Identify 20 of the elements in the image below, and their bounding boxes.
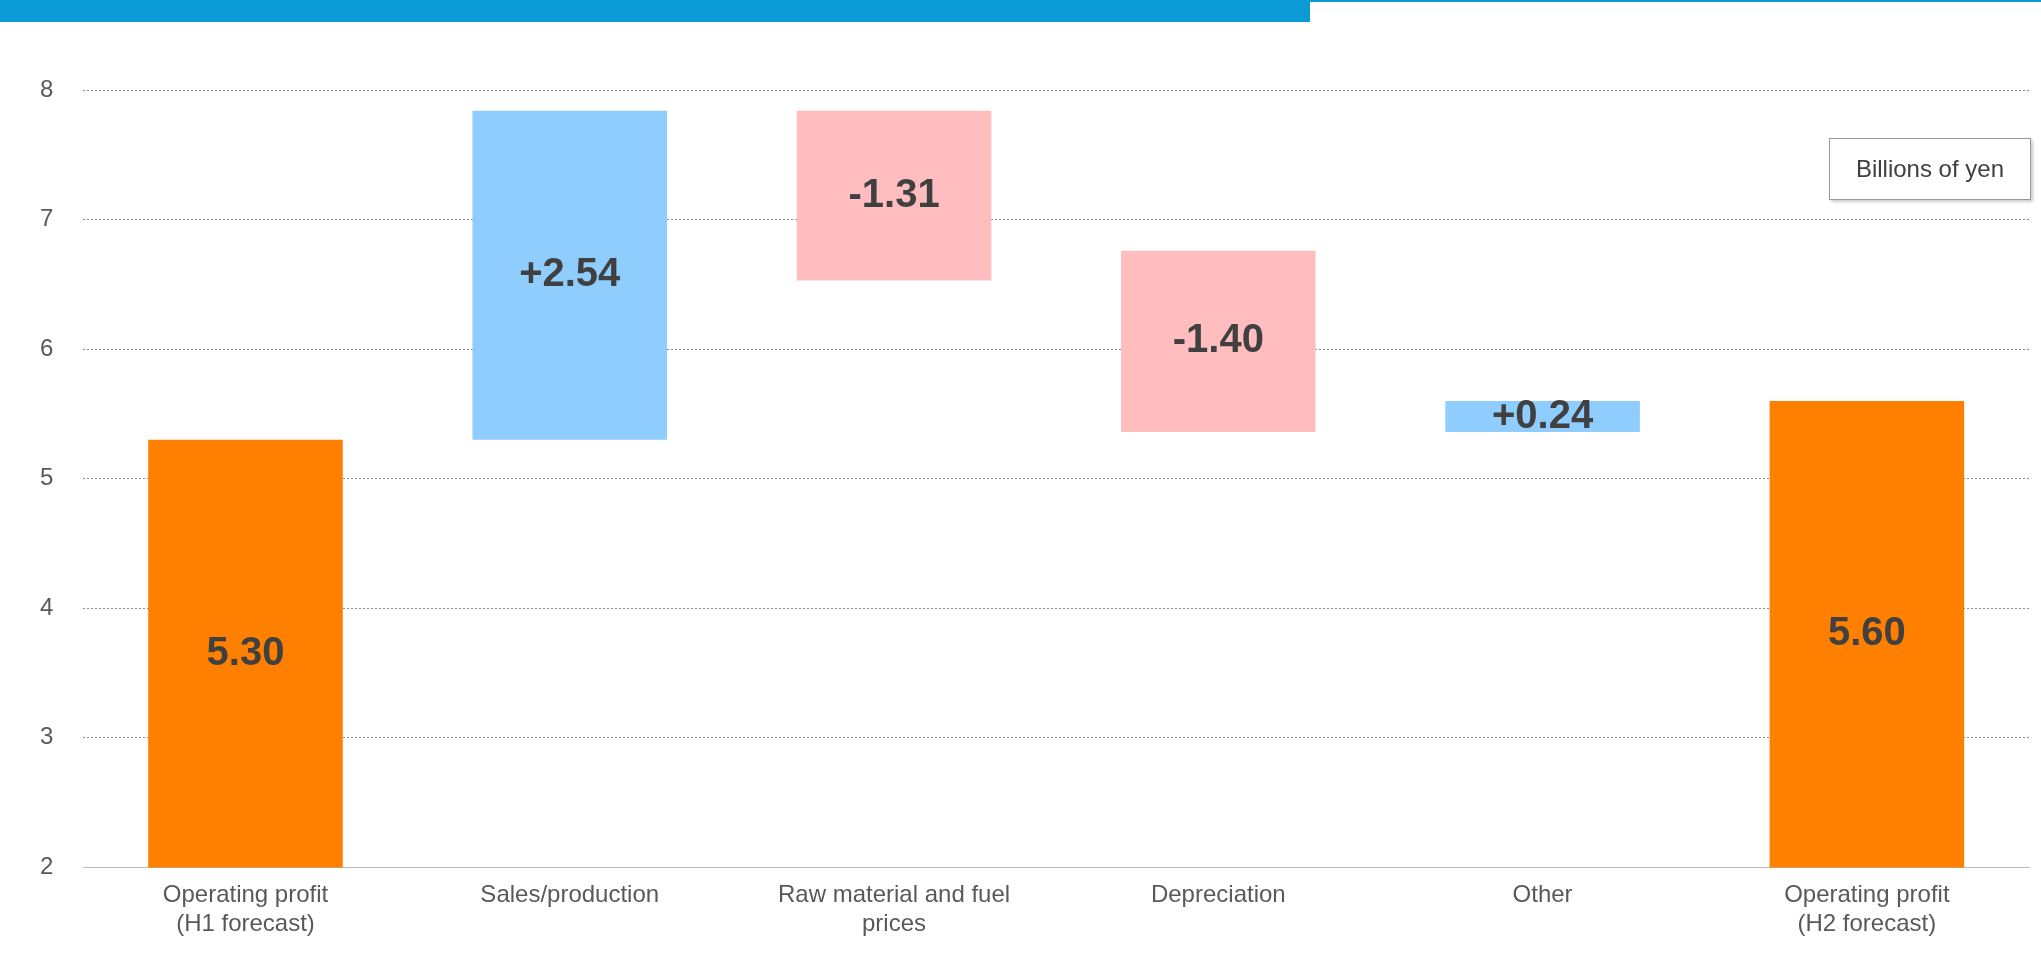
y-tick-label: 8 — [39, 74, 54, 102]
data-label: -1.31 — [848, 170, 940, 215]
data-label: 5.60 — [1827, 609, 1906, 654]
data-label: +2.54 — [519, 250, 622, 295]
y-tick-label: 7 — [39, 204, 54, 232]
x-tick-label: Raw material and fuel prices — [777, 880, 1011, 937]
x-tick-label: Operating profit (H2 forecast) — [1784, 880, 1950, 937]
x-tick-label: Sales/production — [480, 880, 660, 908]
y-tick-label: 4 — [39, 592, 54, 620]
x-tick-label: Operating profit (H1 forecast) — [162, 880, 329, 937]
x-tick-label: Depreciation — [1150, 880, 1286, 908]
y-tick-label: 3 — [39, 722, 54, 750]
data-label: 5.30 — [206, 628, 285, 673]
y-tick-label: 2 — [39, 852, 54, 880]
data-label: +0.24 — [1491, 391, 1594, 436]
y-tick-label: 6 — [39, 333, 54, 361]
data-label: -1.40 — [1172, 316, 1264, 361]
x-tick-label: Other — [1512, 880, 1573, 908]
y-tick-label: 5 — [39, 463, 54, 491]
annotation: Billions of yen — [1828, 138, 2031, 200]
